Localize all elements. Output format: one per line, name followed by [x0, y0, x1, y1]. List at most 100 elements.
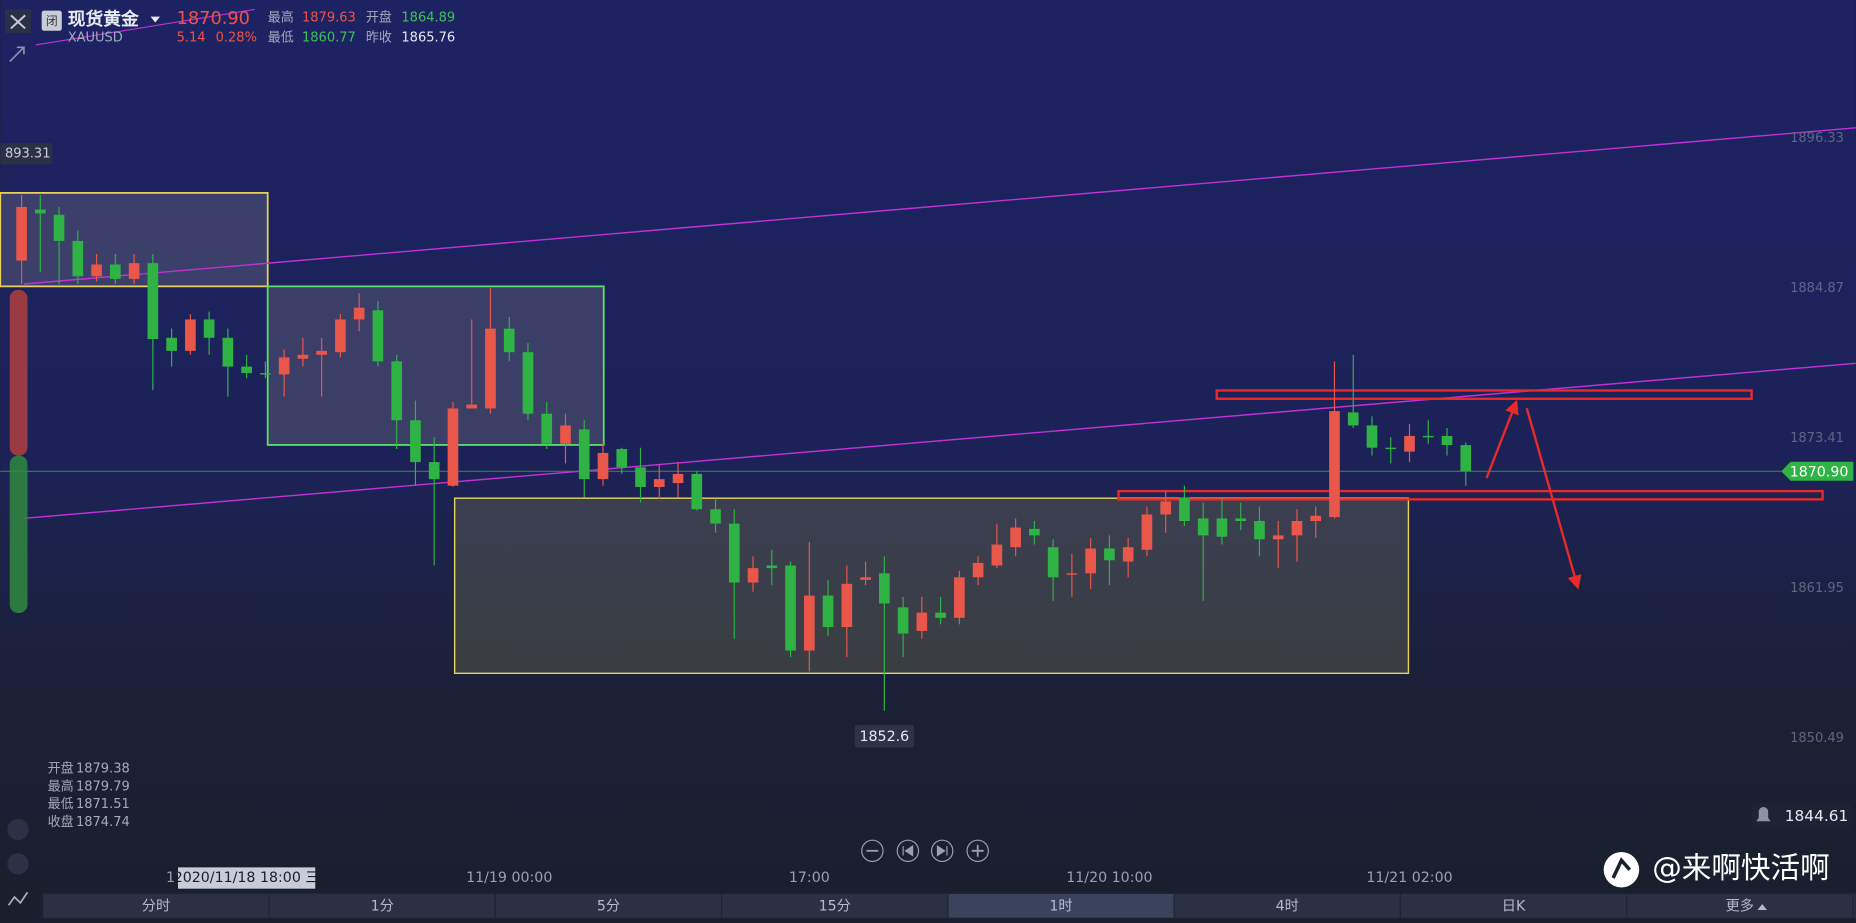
candle-body [447, 408, 459, 486]
candle-body [16, 206, 27, 261]
period-tab-label[interactable]: 日K [1502, 898, 1526, 914]
candle-body [972, 562, 984, 578]
candle-body [1010, 527, 1021, 548]
candle-body [1047, 547, 1059, 578]
candle-body [616, 449, 628, 468]
candle-body [53, 214, 65, 241]
trend-line [23, 362, 1856, 520]
candle-body [785, 565, 796, 651]
symbol: XAUUSD [68, 30, 123, 45]
period-tab[interactable] [1626, 892, 1854, 919]
open-value: 1864.89 [401, 10, 455, 25]
zoom-in-button[interactable] [966, 839, 989, 863]
candle-body [1460, 445, 1472, 472]
candle-body [428, 462, 440, 480]
watermark: @来啊快活啊 [1652, 851, 1829, 885]
period-tab-label[interactable]: 5分 [597, 898, 620, 914]
navigation [861, 839, 989, 863]
expand-icon[interactable] [9, 46, 25, 63]
draw-tool[interactable] [7, 853, 29, 875]
candle-body [635, 467, 646, 487]
candle-body [128, 263, 140, 279]
candle-body [241, 366, 252, 374]
instrument-name[interactable]: 现货黄金 [68, 8, 139, 30]
y-tick-label: 1873.41 [1790, 431, 1844, 446]
candle-body [110, 264, 121, 279]
end-button[interactable] [930, 839, 954, 863]
end-icon[interactable] [936, 844, 948, 857]
ohlc-label: 最高 [48, 778, 74, 794]
more-icon[interactable] [1757, 904, 1767, 910]
ohlc-value: 1874.74 [76, 815, 130, 830]
sentiment-bar [9, 455, 28, 613]
low-marker-box [854, 724, 914, 748]
prev-close-value: 1865.76 [401, 30, 455, 45]
candle-body [1029, 528, 1040, 536]
candle-body [653, 479, 665, 487]
candle-body [766, 565, 778, 569]
candle-body [1085, 548, 1096, 574]
candle-body [578, 429, 590, 480]
y-tick-label: 1884.87 [1790, 281, 1844, 296]
candle-body [1197, 518, 1209, 536]
candle-body [803, 595, 815, 651]
period-tab[interactable] [1173, 892, 1401, 919]
period-tab-label[interactable]: 1分 [371, 898, 394, 914]
ohlc-label: 开盘 [48, 761, 74, 777]
candle-body [991, 544, 1003, 566]
period-tab[interactable] [494, 892, 723, 919]
last-price-tag [1781, 461, 1854, 481]
zoom-in-icon[interactable] [971, 844, 984, 857]
indicator-tool[interactable] [7, 818, 29, 841]
candle-body [203, 319, 215, 338]
low-marker-label: 1852.6 [860, 729, 910, 745]
candle-body [747, 568, 759, 583]
candle-body [710, 509, 721, 524]
candle-body [147, 263, 159, 340]
candle-body [1216, 518, 1228, 537]
period-tab[interactable] [42, 892, 270, 919]
crosshair-time-label: 2020/11/18 18:00 三 [174, 870, 320, 886]
y-tick-label: 1850.49 [1790, 731, 1844, 746]
x-tick-label: 11/21 02:00 [1366, 870, 1452, 886]
candle-body [1235, 518, 1247, 522]
arrow [1525, 407, 1582, 590]
y-tick-label: 1861.95 [1790, 581, 1844, 596]
price: 1870.90 [177, 9, 250, 29]
period-tab[interactable] [721, 892, 949, 919]
ohlc-value: 1879.38 [76, 762, 130, 777]
candle-body [1104, 548, 1115, 561]
candle-body [597, 452, 609, 480]
candle-body [728, 523, 740, 583]
start-button[interactable] [896, 839, 920, 863]
candle-body [353, 307, 365, 320]
period-tab-label[interactable]: 分时 [142, 898, 170, 914]
ohlc-label: 收盘 [48, 814, 74, 830]
candle-body [372, 310, 384, 362]
candle-body [1291, 521, 1303, 536]
period-tab-label[interactable]: 更多 [1726, 897, 1754, 914]
alert-bell[interactable] [1756, 807, 1771, 822]
candle-body [503, 328, 515, 353]
close-icon[interactable] [10, 14, 26, 30]
zoom-out-button[interactable] [861, 839, 884, 863]
low-label: 最低 [268, 30, 294, 45]
crosshair-price: 893.31 [5, 146, 51, 161]
dropdown-icon[interactable] [150, 16, 161, 23]
x-tick-label: 11/20 10:00 [1066, 870, 1152, 886]
plot-area [0, 8, 1856, 711]
low-value: 1860.77 [302, 30, 356, 45]
candle-body [1254, 521, 1265, 540]
candle-body [185, 319, 196, 351]
y-tick-label: 1896.33 [1790, 131, 1844, 146]
period-tab-label[interactable]: 1时 [1049, 898, 1072, 914]
period-tab-label[interactable]: 4时 [1276, 898, 1299, 914]
period-tab[interactable] [268, 892, 496, 919]
trend-line [23, 127, 1856, 285]
candle-body [860, 577, 871, 580]
start-icon[interactable] [902, 844, 914, 857]
line-tool[interactable] [7, 891, 29, 906]
period-tab-label[interactable]: 15分 [819, 898, 851, 914]
ohlc-label: 最低 [48, 797, 74, 812]
